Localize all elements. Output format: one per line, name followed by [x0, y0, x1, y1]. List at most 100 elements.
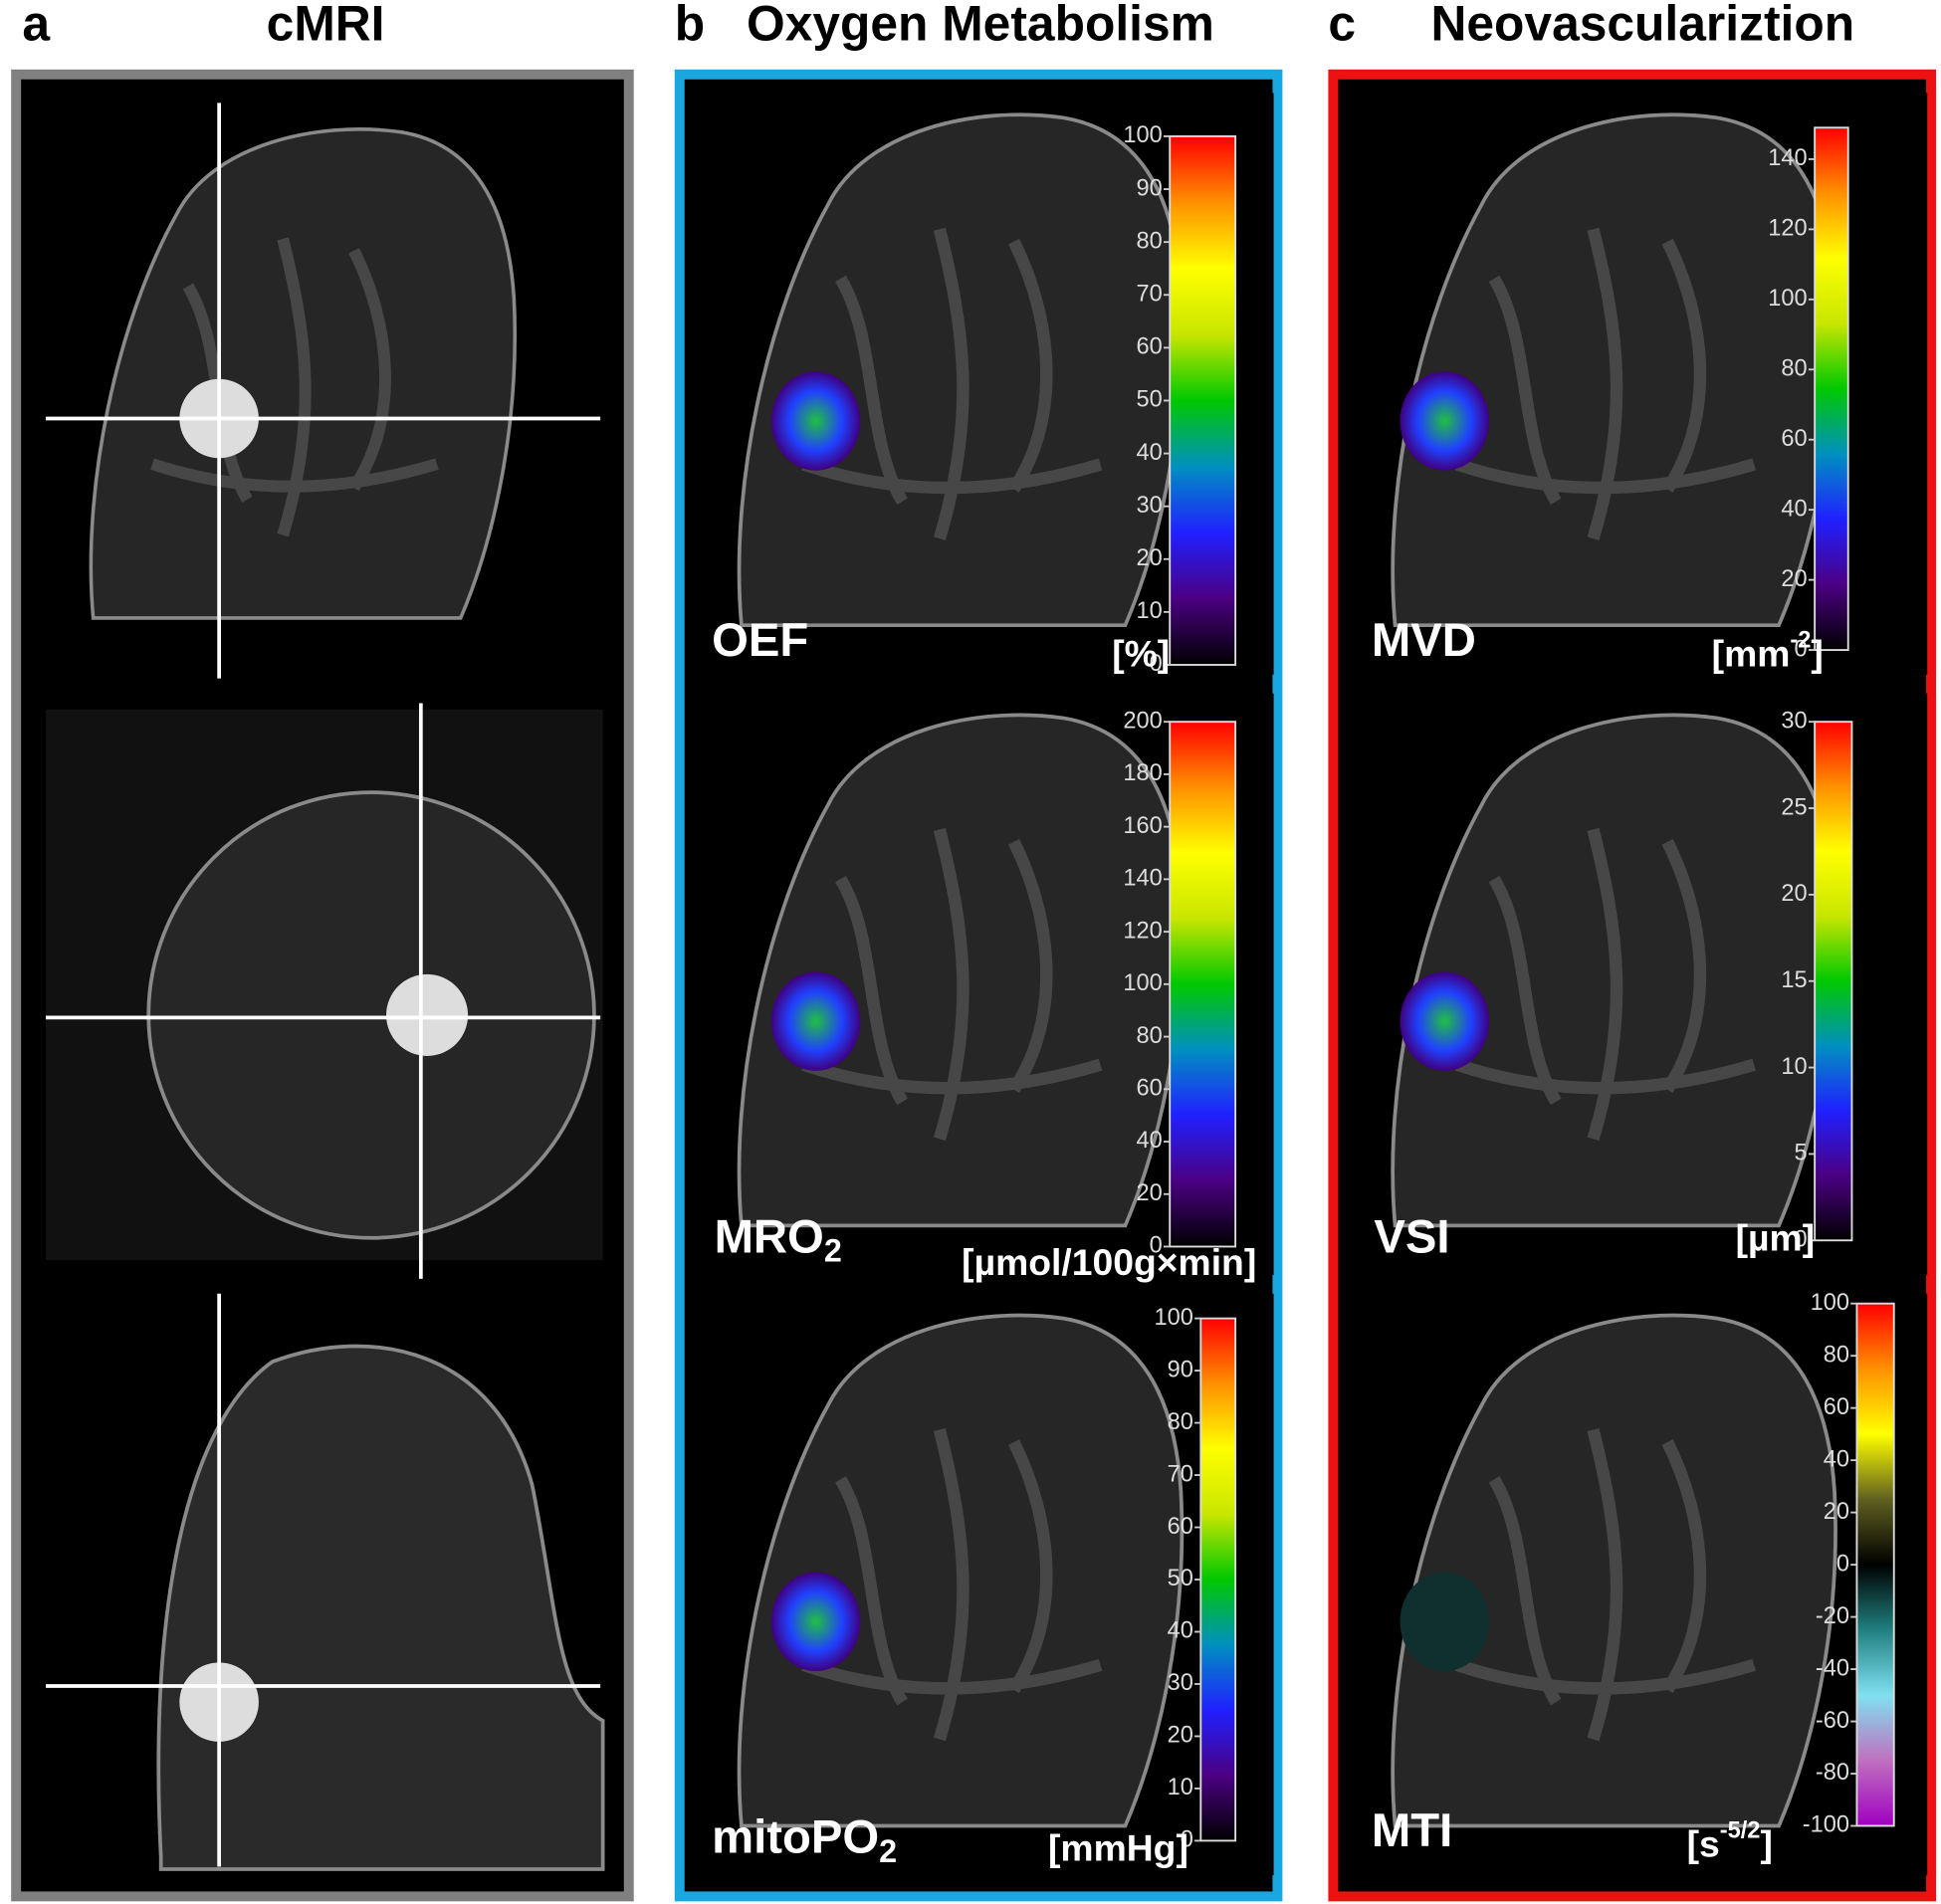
- colorbar-tick-label: 0: [1150, 1233, 1163, 1259]
- colorbar-tick-label: 0: [1836, 1551, 1849, 1577]
- colorbar-tick-label: 15: [1781, 967, 1807, 993]
- colorbar-tick-label: 60: [1824, 1394, 1849, 1420]
- colorbar-tick-label: 200: [1123, 708, 1162, 734]
- colorbar-tick-label: 70: [1136, 281, 1162, 307]
- map-label-text: OEF: [712, 614, 808, 667]
- colorbar-tick-label: 20: [1136, 545, 1162, 571]
- map-unit: [µmol/100g×min]: [962, 1241, 1256, 1283]
- panel-letter: b: [675, 0, 705, 52]
- map-unit-text: [%]: [1112, 632, 1170, 674]
- colorbar-tick-label: 140: [1768, 145, 1807, 171]
- colorbar-tick-label: 20: [1824, 1499, 1849, 1525]
- map-unit: [mmHg]: [1048, 1826, 1188, 1868]
- colorbar-tick-label: 20: [1168, 1723, 1193, 1749]
- colorbar-tick-label: 100: [1123, 970, 1162, 996]
- map-label-sub: 2: [879, 1832, 897, 1868]
- colorbar: [1855, 1302, 1895, 1827]
- map-unit-text: [mm: [1712, 632, 1791, 674]
- map-label: OEF: [712, 614, 808, 667]
- map-unit: [%]: [1112, 632, 1170, 674]
- map-unit: [mm-2]: [1712, 628, 1824, 675]
- colorbar-tick-label: 0: [1795, 1226, 1808, 1252]
- map-unit-end: ]: [1760, 1822, 1772, 1864]
- colorbar-tick-label: 25: [1781, 794, 1807, 820]
- colorbar-tick-label: 30: [1136, 493, 1162, 519]
- colorbar-tick-label: 90: [1136, 175, 1162, 201]
- colorbar-tick-label: 180: [1123, 760, 1162, 786]
- map-unit-text: [s: [1687, 1822, 1720, 1864]
- map-label-text: mitoPO: [712, 1811, 879, 1864]
- colorbar: [1814, 126, 1849, 651]
- map-label-text: VSI: [1374, 1211, 1449, 1264]
- tumor-map: [770, 371, 861, 471]
- colorbar-tick-label: 80: [1136, 1023, 1162, 1049]
- colorbar-tick-label: 40: [1168, 1618, 1193, 1644]
- colorbar: [1814, 721, 1853, 1242]
- colorbar-tick-label: 40: [1781, 496, 1807, 522]
- tumor-map: [1400, 1572, 1490, 1672]
- colorbar-tick-label: 70: [1168, 1461, 1193, 1487]
- panel-title: cMRI: [267, 0, 385, 52]
- colorbar-tick-label: 40: [1136, 1128, 1162, 1154]
- colorbar-tick-label: 140: [1123, 866, 1162, 892]
- colorbar-tick-label: 10: [1168, 1775, 1193, 1800]
- map-label: VSI: [1374, 1211, 1449, 1264]
- colorbar-tick-label: 50: [1136, 387, 1162, 413]
- tumor-map: [770, 971, 861, 1071]
- colorbar: [1169, 721, 1237, 1248]
- panel-letter: a: [22, 0, 50, 52]
- colorbar: [1169, 135, 1237, 666]
- colorbar-tick-label: 10: [1781, 1054, 1807, 1080]
- colorbar-tick-label: 20: [1781, 881, 1807, 907]
- map-unit-text: [mmHg]: [1048, 1826, 1188, 1868]
- colorbar-tick-label: 60: [1781, 426, 1807, 452]
- panel-title: Oxygen Metabolism: [747, 0, 1214, 52]
- colorbar-tick-label: -40: [1816, 1655, 1849, 1681]
- map-label-text: MVD: [1372, 614, 1476, 667]
- colorbar-tick-label: 100: [1768, 286, 1807, 312]
- colorbar-tick-label: 80: [1781, 356, 1807, 382]
- map-label: MTI: [1372, 1805, 1452, 1858]
- map-unit: [s-5/2]: [1687, 1818, 1773, 1865]
- colorbar-tick-label: 90: [1168, 1357, 1193, 1382]
- panel-title: Neovasculariztion: [1430, 0, 1854, 52]
- panel-letter: c: [1328, 0, 1356, 52]
- colorbar-tick-label: 5: [1795, 1141, 1808, 1166]
- colorbar: [1199, 1317, 1237, 1842]
- colorbar-tick-label: 40: [1824, 1446, 1849, 1472]
- colorbar-tick-label: 120: [1123, 918, 1162, 944]
- panel-frame: [11, 69, 634, 1902]
- tumor-map: [1400, 371, 1490, 471]
- colorbar-tick-label: 80: [1136, 228, 1162, 254]
- colorbar-tick-label: 80: [1824, 1342, 1849, 1368]
- colorbar-tick-label: 100: [1123, 122, 1162, 148]
- colorbar-tick-label: 20: [1781, 566, 1807, 592]
- map-unit-end: ]: [1811, 632, 1823, 674]
- map-label-text: MRO: [715, 1211, 824, 1264]
- map-label: mitoPO2: [712, 1811, 897, 1868]
- colorbar-tick-label: 10: [1136, 598, 1162, 624]
- colorbar-tick-label: 160: [1123, 813, 1162, 839]
- map-label: MVD: [1372, 614, 1476, 667]
- map-label-text: MTI: [1372, 1805, 1452, 1858]
- colorbar-tick-label: -100: [1803, 1812, 1849, 1838]
- colorbar-tick-label: 60: [1136, 1076, 1162, 1102]
- colorbar-tick-label: 0: [1181, 1827, 1193, 1853]
- tumor-map: [1400, 971, 1490, 1071]
- colorbar-tick-label: 50: [1168, 1566, 1193, 1591]
- colorbar-tick-label: 40: [1136, 440, 1162, 466]
- map-label: MRO2: [715, 1211, 842, 1268]
- map-unit-sup: -2: [1790, 628, 1811, 654]
- colorbar-tick-label: -80: [1816, 1760, 1849, 1786]
- colorbar-tick-label: 30: [1168, 1670, 1193, 1696]
- colorbar-tick-label: 30: [1781, 708, 1807, 734]
- map-unit-text: [µmol/100g×min]: [962, 1241, 1256, 1283]
- colorbar-tick-label: 120: [1768, 216, 1807, 242]
- map-label-sub: 2: [824, 1232, 842, 1268]
- colorbar-tick-label: 100: [1154, 1305, 1192, 1331]
- colorbar-tick-label: -20: [1816, 1603, 1849, 1629]
- colorbar-tick-label: 100: [1811, 1290, 1849, 1316]
- tumor-map: [770, 1572, 861, 1672]
- map-unit-text: [µm]: [1736, 1216, 1816, 1258]
